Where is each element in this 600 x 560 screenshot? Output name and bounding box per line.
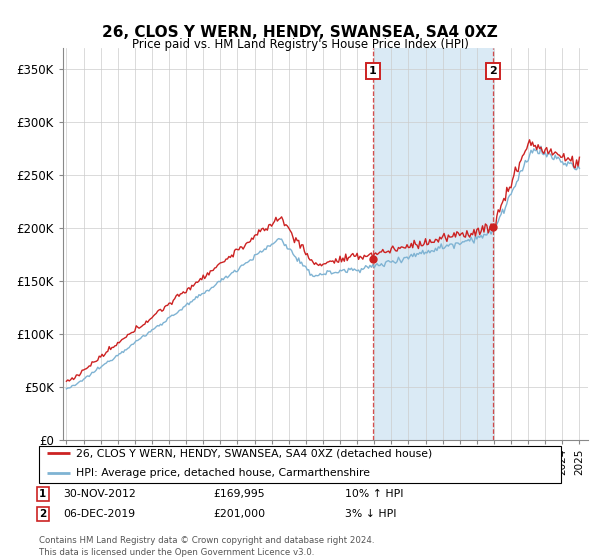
FancyBboxPatch shape xyxy=(38,446,562,483)
Text: Contains HM Land Registry data © Crown copyright and database right 2024.
This d: Contains HM Land Registry data © Crown c… xyxy=(39,536,374,557)
Text: 26, CLOS Y WERN, HENDY, SWANSEA, SA4 0XZ (detached house): 26, CLOS Y WERN, HENDY, SWANSEA, SA4 0XZ… xyxy=(76,449,432,458)
Text: HPI: Average price, detached house, Carmarthenshire: HPI: Average price, detached house, Carm… xyxy=(76,468,370,478)
Text: 1: 1 xyxy=(369,66,377,76)
Text: 1: 1 xyxy=(39,489,46,499)
Text: 26, CLOS Y WERN, HENDY, SWANSEA, SA4 0XZ: 26, CLOS Y WERN, HENDY, SWANSEA, SA4 0XZ xyxy=(102,25,498,40)
Text: £169,995: £169,995 xyxy=(213,489,265,499)
Text: 2: 2 xyxy=(489,66,497,76)
Text: 30-NOV-2012: 30-NOV-2012 xyxy=(63,489,136,499)
Text: 3% ↓ HPI: 3% ↓ HPI xyxy=(345,509,397,519)
Text: 10% ↑ HPI: 10% ↑ HPI xyxy=(345,489,404,499)
Text: 06-DEC-2019: 06-DEC-2019 xyxy=(63,509,135,519)
Text: 2: 2 xyxy=(39,509,46,519)
Text: £201,000: £201,000 xyxy=(213,509,265,519)
Text: Price paid vs. HM Land Registry's House Price Index (HPI): Price paid vs. HM Land Registry's House … xyxy=(131,38,469,51)
